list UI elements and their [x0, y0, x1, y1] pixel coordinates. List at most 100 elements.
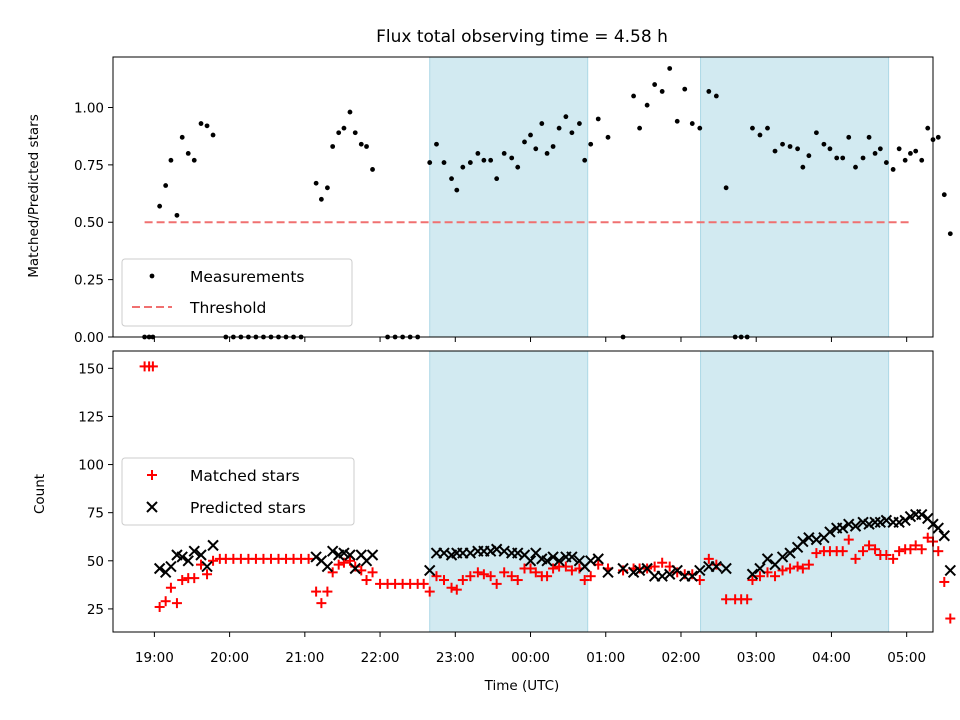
predicted-star-point-b	[746, 568, 759, 580]
predicted-star-point	[880, 514, 893, 527]
predicted-star-point-b	[810, 533, 823, 546]
predicted-star-point	[776, 551, 789, 563]
measurement-point	[352, 130, 358, 136]
top-legend-box	[121, 258, 353, 327]
matched-star-point	[777, 565, 788, 576]
matched-star-point	[792, 561, 803, 572]
matched-star-point	[585, 571, 596, 582]
predicted-star-point-b	[784, 547, 796, 559]
measurement-point	[494, 176, 500, 182]
matched-star-point	[721, 594, 732, 605]
matched-star-point	[797, 563, 808, 574]
measurement-point	[460, 164, 466, 170]
predicted-star-point	[344, 549, 356, 561]
top-legend: Measurements Threshold	[121, 258, 353, 327]
measurement-point	[631, 93, 636, 99]
predicted-star-point-b	[641, 562, 653, 575]
top-y-axis-label: Matched/Predicted stars	[26, 114, 42, 277]
predicted-star-point-b	[349, 562, 361, 575]
predicted-star-point-b	[424, 564, 436, 577]
predicted-star-point	[746, 568, 759, 580]
matched-star-point	[322, 586, 333, 597]
matched-star-point	[560, 561, 571, 572]
measurement-point	[723, 185, 729, 191]
predicted-star-point	[201, 560, 213, 573]
predicted-star-point-b	[899, 514, 911, 527]
predicted-star-point-b	[602, 566, 614, 579]
predicted-star-point-b	[932, 522, 944, 534]
bottom-y-tick-label: 150	[78, 361, 104, 377]
measurement-point	[449, 176, 454, 182]
measurement-point	[787, 144, 793, 149]
predicted-star-point-b	[671, 564, 683, 577]
measurement-point	[467, 160, 473, 165]
measurement-point	[821, 141, 827, 147]
predicted-star-point	[602, 566, 614, 579]
measurement-point	[364, 144, 369, 149]
matched-star-point	[905, 544, 916, 555]
measurement-point	[556, 125, 562, 131]
matched-star-point	[491, 578, 502, 589]
matched-star-point	[843, 534, 854, 545]
measurement-point	[813, 130, 819, 136]
measurement-point	[834, 155, 840, 161]
measurement-point	[772, 148, 778, 154]
measurement-point	[682, 86, 688, 92]
measurement-point	[330, 144, 336, 149]
measurement-point	[667, 66, 673, 71]
measurement-point	[919, 157, 925, 163]
measurement-point	[539, 121, 545, 126]
x-axis-label: Time (UTC)	[484, 678, 560, 694]
measurement-point	[697, 125, 703, 131]
predicted-star-point-b	[366, 549, 379, 561]
matched-star-point	[754, 571, 765, 582]
bottom-y-tick-label: 25	[87, 602, 104, 618]
predicted-star-point-b	[663, 568, 676, 580]
predicted-star-point	[617, 562, 629, 575]
measurement-point	[896, 146, 902, 152]
measurement-point	[637, 125, 643, 131]
legend-matched-label: Matched stars	[190, 467, 300, 485]
matched-star-point	[431, 571, 442, 582]
predicted-star-point-b	[310, 551, 322, 563]
measurement-point	[163, 183, 169, 188]
predicted-star-point-b	[584, 555, 597, 567]
measurement-point	[840, 155, 846, 161]
matched-star-point	[446, 582, 457, 593]
predicted-star-point-b	[518, 549, 531, 561]
measurement-point	[588, 141, 594, 147]
predicted-star-point-b	[857, 516, 869, 529]
measurement-point	[475, 150, 481, 156]
measurement-point	[750, 125, 755, 131]
predicted-star-point	[797, 535, 809, 548]
predicted-star-point-b	[553, 555, 565, 567]
predicted-star-point	[153, 562, 166, 575]
predicted-star-point-b	[761, 553, 774, 565]
predicted-star-point	[663, 568, 676, 580]
measurement-point	[179, 134, 185, 140]
matched-star-point	[785, 563, 796, 574]
predicted-star-point-b	[315, 555, 328, 567]
matched-star-point	[657, 557, 668, 568]
matched-star-point	[418, 578, 429, 589]
matched-star-point	[566, 565, 577, 576]
predicted-star-point	[720, 562, 732, 575]
legend-measurements-marker	[149, 273, 155, 279]
bottom-shaded-span-2	[700, 350, 890, 633]
predicted-star-point-b	[524, 555, 537, 567]
measurement-point	[569, 130, 575, 136]
predicted-star-point	[784, 547, 796, 559]
predicted-star-point-b	[824, 526, 836, 538]
predicted-star-point	[366, 549, 379, 561]
bottom-y-axis-label: Count	[32, 474, 48, 514]
matched-star-point	[311, 586, 322, 597]
predicted-star-point	[326, 545, 339, 557]
predicted-star-point	[899, 514, 911, 527]
matched-star-point	[424, 586, 435, 597]
matched-star-point	[361, 575, 372, 586]
predicted-star-point	[761, 553, 774, 565]
x-tick-label: 01:00	[586, 650, 625, 666]
predicted-star-point-b	[547, 551, 559, 563]
matched-star-point	[154, 601, 165, 612]
x-tick-label: 21:00	[285, 650, 324, 666]
